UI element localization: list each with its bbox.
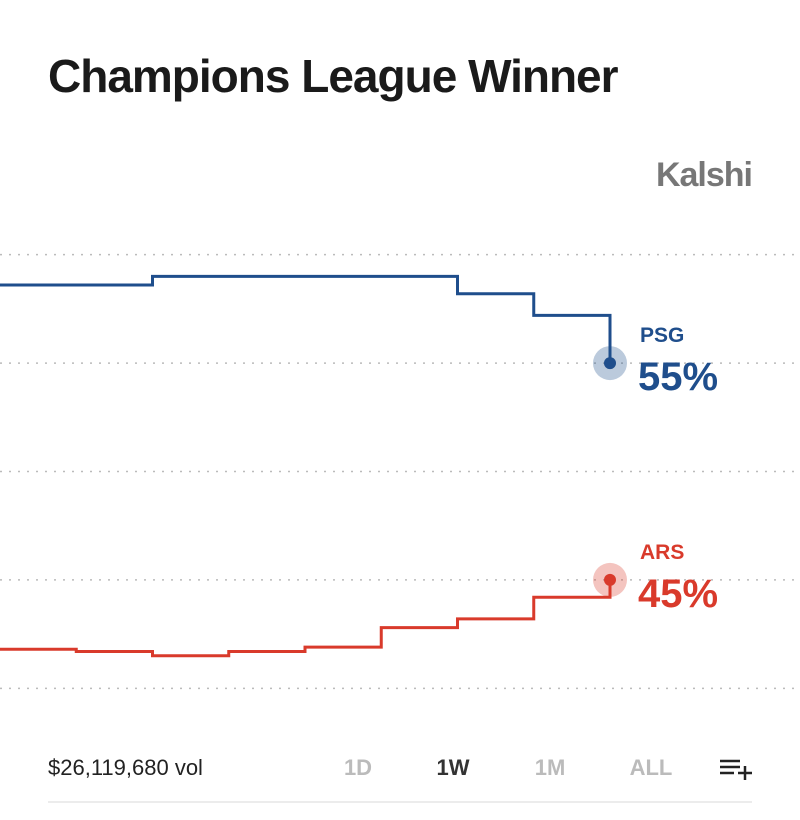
line (0, 579, 612, 658)
list-icon[interactable] (720, 759, 752, 780)
chart-title: Champions League Winner (48, 50, 619, 102)
range-button[interactable]: 1W (437, 755, 470, 780)
end-dot (604, 573, 616, 586)
end-dot (604, 357, 616, 370)
series-name: PSG (640, 324, 684, 347)
range-button[interactable]: ALL (630, 755, 673, 780)
volume: $26,119,680 vol (48, 755, 203, 780)
value-label: 45% (638, 572, 718, 616)
range-button[interactable]: 1D (344, 755, 372, 780)
source-logo: Kalshi (656, 156, 752, 194)
line (0, 274, 612, 364)
series-name: ARS (640, 541, 684, 564)
value-label: 55% (638, 355, 718, 399)
range-button[interactable]: 1M (535, 755, 566, 780)
